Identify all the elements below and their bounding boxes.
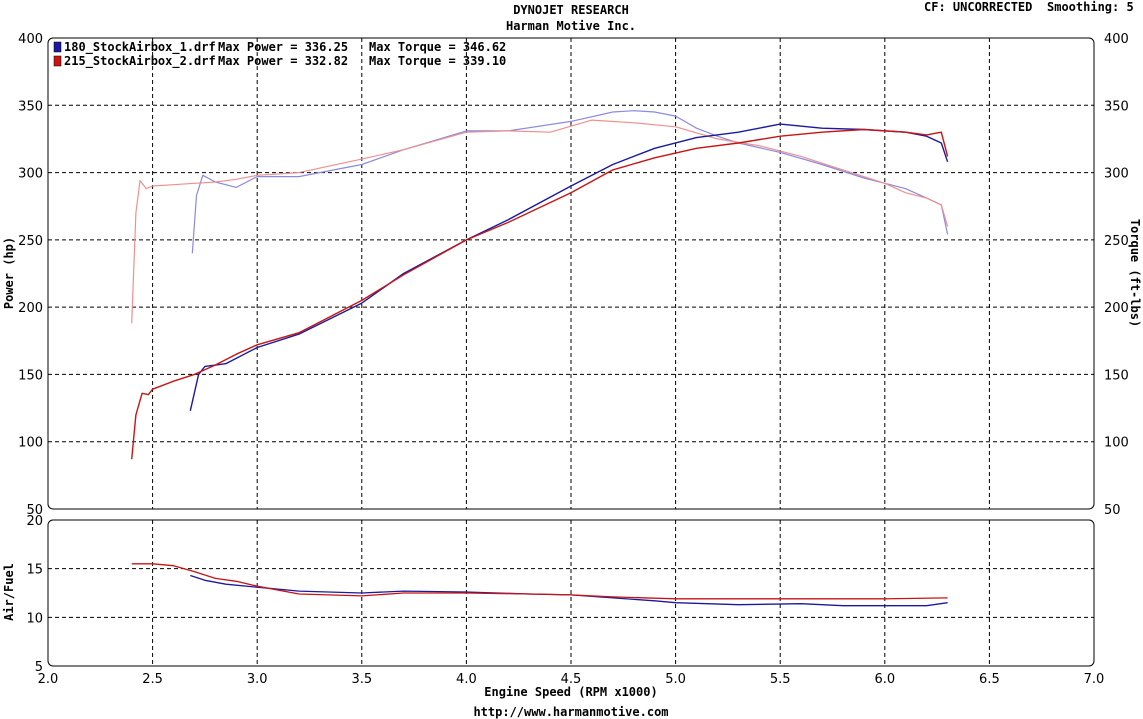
y-tick-label-afr: 20	[26, 514, 43, 529]
chart-subtitle: Harman Motive Inc.	[506, 19, 636, 33]
grid-lines	[48, 38, 1094, 666]
legend-power-run1: Max Power = 336.25	[218, 40, 348, 54]
y-tick-label-power: 100	[18, 436, 43, 451]
y2-tick-label-torque: 300	[1104, 167, 1129, 182]
y2-tick-label-torque: 400	[1104, 32, 1129, 47]
afr-line-2	[131, 563, 948, 600]
x-tick-label: 6.0	[874, 672, 895, 687]
y-axis-label-power: Power (hp)	[2, 237, 16, 309]
x-tick-label: 4.5	[561, 672, 582, 687]
y2-tick-label-torque: 200	[1104, 301, 1129, 316]
x-tick-label: 5.0	[665, 672, 686, 687]
legend-torque-run1: Max Torque = 346.62	[369, 40, 506, 54]
y2-tick-label-torque: 250	[1104, 234, 1129, 249]
x-tick-label: 5.5	[770, 672, 791, 687]
y-tick-label-power: 300	[18, 167, 43, 182]
x-tick-label: 2.0	[38, 672, 59, 687]
x-axis-label: Engine Speed (RPM x1000)	[484, 685, 657, 699]
chart-title: DYNOJET RESEARCH	[513, 3, 629, 17]
x-tick-label: 4.0	[456, 672, 477, 687]
cf-label: CF: UNCORRECTED	[924, 0, 1032, 14]
y2-tick-label-torque: 50	[1104, 503, 1121, 518]
x-tick-label: 7.0	[1084, 672, 1105, 687]
x-tick-label: 3.0	[247, 672, 268, 687]
legend-torque-run2: Max Torque = 339.10	[369, 54, 506, 68]
x-tick-label: 3.5	[351, 672, 372, 687]
legend-swatch-run2	[53, 55, 62, 67]
y-tick-label-power: 400	[18, 32, 43, 47]
legend-file-run1: 180_StockAirbox_1.drf	[64, 40, 216, 55]
y2-tick-label-torque: 100	[1104, 436, 1129, 451]
x-tick-label: 2.5	[142, 672, 163, 687]
torque-line-1	[191, 110, 949, 254]
legend: 180_StockAirbox_1.drf Max Power = 336.25…	[53, 40, 506, 69]
torque-line-2	[131, 119, 949, 324]
legend-swatch-run1	[53, 41, 62, 53]
y2-axis-label-torque: Torque (ft-lbs)	[1128, 219, 1142, 327]
y-tick-label-afr: 10	[26, 611, 43, 626]
y-tick-label-power: 50	[26, 503, 43, 518]
y-tick-label-power: 200	[18, 301, 43, 316]
y-tick-label-power: 250	[18, 234, 43, 249]
y-tick-label-power: 350	[18, 99, 43, 114]
legend-file-run2: 215_StockAirbox_2.drf	[64, 54, 216, 69]
x-tick-label: 6.5	[979, 672, 1000, 687]
power-line-2	[131, 128, 949, 460]
y-axis-label-afr: Air/Fuel	[2, 563, 16, 621]
footer-url: http://www.harmanmotive.com	[473, 705, 668, 719]
y-tick-label-power: 150	[18, 368, 43, 383]
smoothing-label: Smoothing: 5	[1047, 0, 1134, 14]
y2-tick-label-torque: 350	[1104, 99, 1129, 114]
series-lines	[131, 110, 949, 607]
tick-labels: 2.0 2.5 3.0 3.5 4.0 4.5 5.0 5.5 6.0 6.5 7.0 50 100 15…	[18, 32, 1129, 687]
y-tick-label-afr: 5	[35, 660, 43, 675]
legend-power-run2: Max Power = 332.82	[218, 54, 348, 68]
y-tick-label-afr: 15	[26, 563, 43, 578]
y2-tick-label-torque: 150	[1104, 368, 1129, 383]
